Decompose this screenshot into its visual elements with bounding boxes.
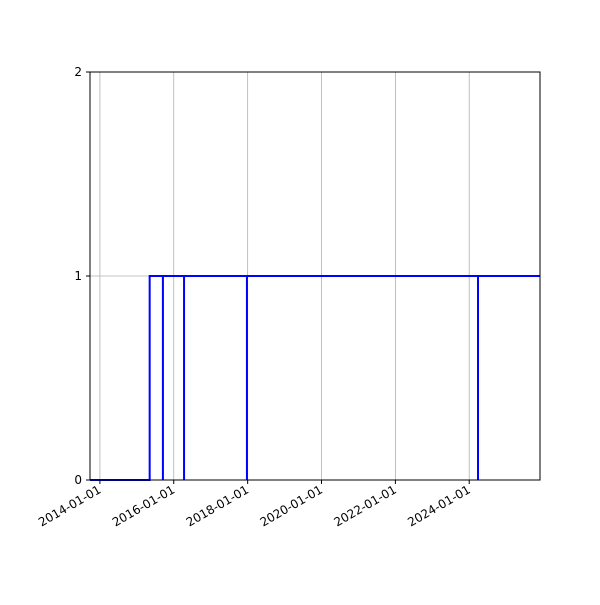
- x-tick-label: 2014-01-01: [36, 482, 103, 529]
- y-tick-label: 1: [74, 269, 82, 283]
- x-tick-label: 2022-01-01: [331, 482, 398, 529]
- x-tick-label: 2016-01-01: [110, 482, 177, 529]
- y-tick-label: 0: [74, 473, 82, 487]
- y-tick-label: 2: [74, 65, 82, 79]
- series-line: [90, 275, 540, 481]
- x-tick-label: 2024-01-01: [405, 482, 472, 529]
- x-tick-label: 2020-01-01: [258, 482, 325, 529]
- x-tick-label: 2018-01-01: [184, 482, 251, 529]
